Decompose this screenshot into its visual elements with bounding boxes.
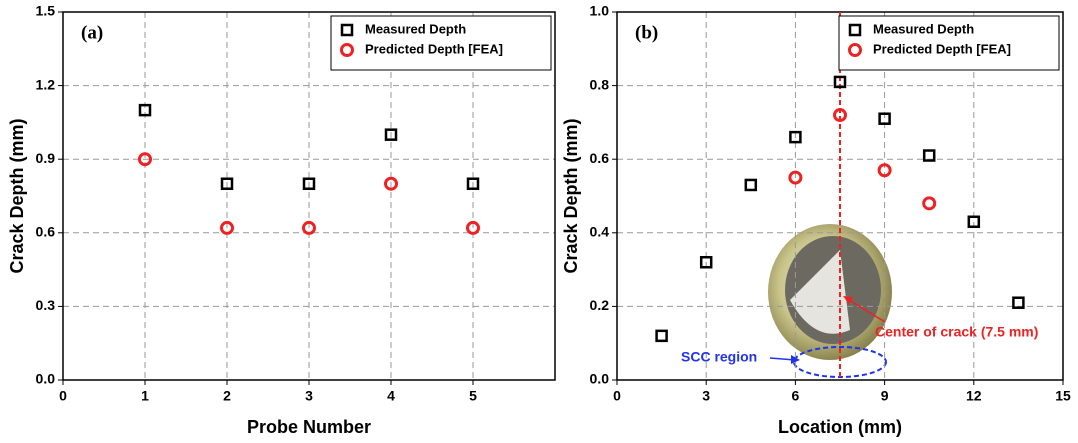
marker-square xyxy=(466,177,480,190)
marker-square xyxy=(138,103,152,117)
y-axis-title: Crack Depth (mm) xyxy=(7,118,27,273)
annotation-arrow xyxy=(769,357,796,361)
legend-label: Predicted Depth [FEA] xyxy=(873,41,1011,56)
x-axis-title: Probe Number xyxy=(247,417,371,437)
y-tick-label: 0.0 xyxy=(36,371,56,387)
legend-label: Measured Depth xyxy=(873,21,974,36)
x-tick-label: 12 xyxy=(966,388,982,404)
y-tick-label: 0.2 xyxy=(590,297,610,313)
marker-square xyxy=(878,112,891,125)
ring-photo xyxy=(768,224,892,360)
plot-frame xyxy=(62,11,556,381)
arrow-head xyxy=(791,355,800,364)
marker-square xyxy=(699,255,713,269)
marker-square xyxy=(744,178,758,192)
y-tick-label: 1.5 xyxy=(36,3,56,19)
x-axis-title: Location (mm) xyxy=(778,417,902,437)
x-tick-label: 0 xyxy=(613,388,621,404)
marker-square xyxy=(848,23,862,37)
y-tick-label: 0.8 xyxy=(590,76,610,92)
marker-circle xyxy=(788,170,803,185)
legend-label: Predicted Depth [FEA] xyxy=(365,41,503,56)
x-tick-label: 3 xyxy=(305,388,313,404)
annotation: SCC region xyxy=(681,349,757,365)
legend-box xyxy=(838,15,1060,71)
marker-circle xyxy=(340,43,354,57)
marker-circle xyxy=(302,220,316,235)
annotation: Center of crack (7.5 mm) xyxy=(875,324,1038,340)
x-tick-label: 15 xyxy=(1055,388,1071,404)
annotation-arrow xyxy=(845,297,886,323)
y-tick-label: 0.0 xyxy=(590,371,610,387)
x-tick-label: 2 xyxy=(223,388,231,404)
y-tick-label: 0.9 xyxy=(36,150,56,166)
y-tick-label: 1.2 xyxy=(36,76,56,92)
marker-square xyxy=(1012,296,1025,309)
panel-label: (a) xyxy=(81,22,103,43)
panel-label: (b) xyxy=(635,22,658,43)
x-tick-label: 6 xyxy=(792,388,800,404)
marker-square xyxy=(922,149,936,162)
marker-circle xyxy=(138,152,152,167)
marker-circle xyxy=(922,196,937,211)
y-tick-label: 0.3 xyxy=(36,297,56,313)
marker-circle xyxy=(848,43,862,57)
x-tick-label: 3 xyxy=(702,388,710,404)
x-tick-label: 9 xyxy=(881,388,889,404)
marker-square xyxy=(302,177,316,190)
marker-square xyxy=(220,177,234,190)
y-tick-label: 0.6 xyxy=(36,224,56,240)
x-tick-label: 5 xyxy=(469,388,477,404)
marker-square xyxy=(789,130,802,144)
marker-square xyxy=(384,128,398,141)
y-axis-title: Crack Depth (mm) xyxy=(561,118,581,273)
x-tick-label: 4 xyxy=(387,388,395,404)
y-tick-label: 0.6 xyxy=(590,150,610,166)
marker-circle xyxy=(833,108,847,123)
marker-square xyxy=(833,75,847,89)
marker-square xyxy=(967,215,981,229)
marker-square xyxy=(340,23,354,37)
marker-circle xyxy=(384,176,398,191)
arrow-head xyxy=(843,296,853,304)
marker-square xyxy=(655,329,668,343)
marker-circle xyxy=(466,220,480,235)
y-tick-label: 1.0 xyxy=(590,3,610,19)
marker-circle xyxy=(220,220,234,235)
legend-label: Measured Depth xyxy=(365,21,466,36)
marker-circle xyxy=(877,163,892,178)
legend-box xyxy=(330,15,552,71)
y-tick-label: 0.4 xyxy=(590,224,610,240)
x-tick-label: 0 xyxy=(59,388,67,404)
x-tick-label: 1 xyxy=(141,388,149,404)
